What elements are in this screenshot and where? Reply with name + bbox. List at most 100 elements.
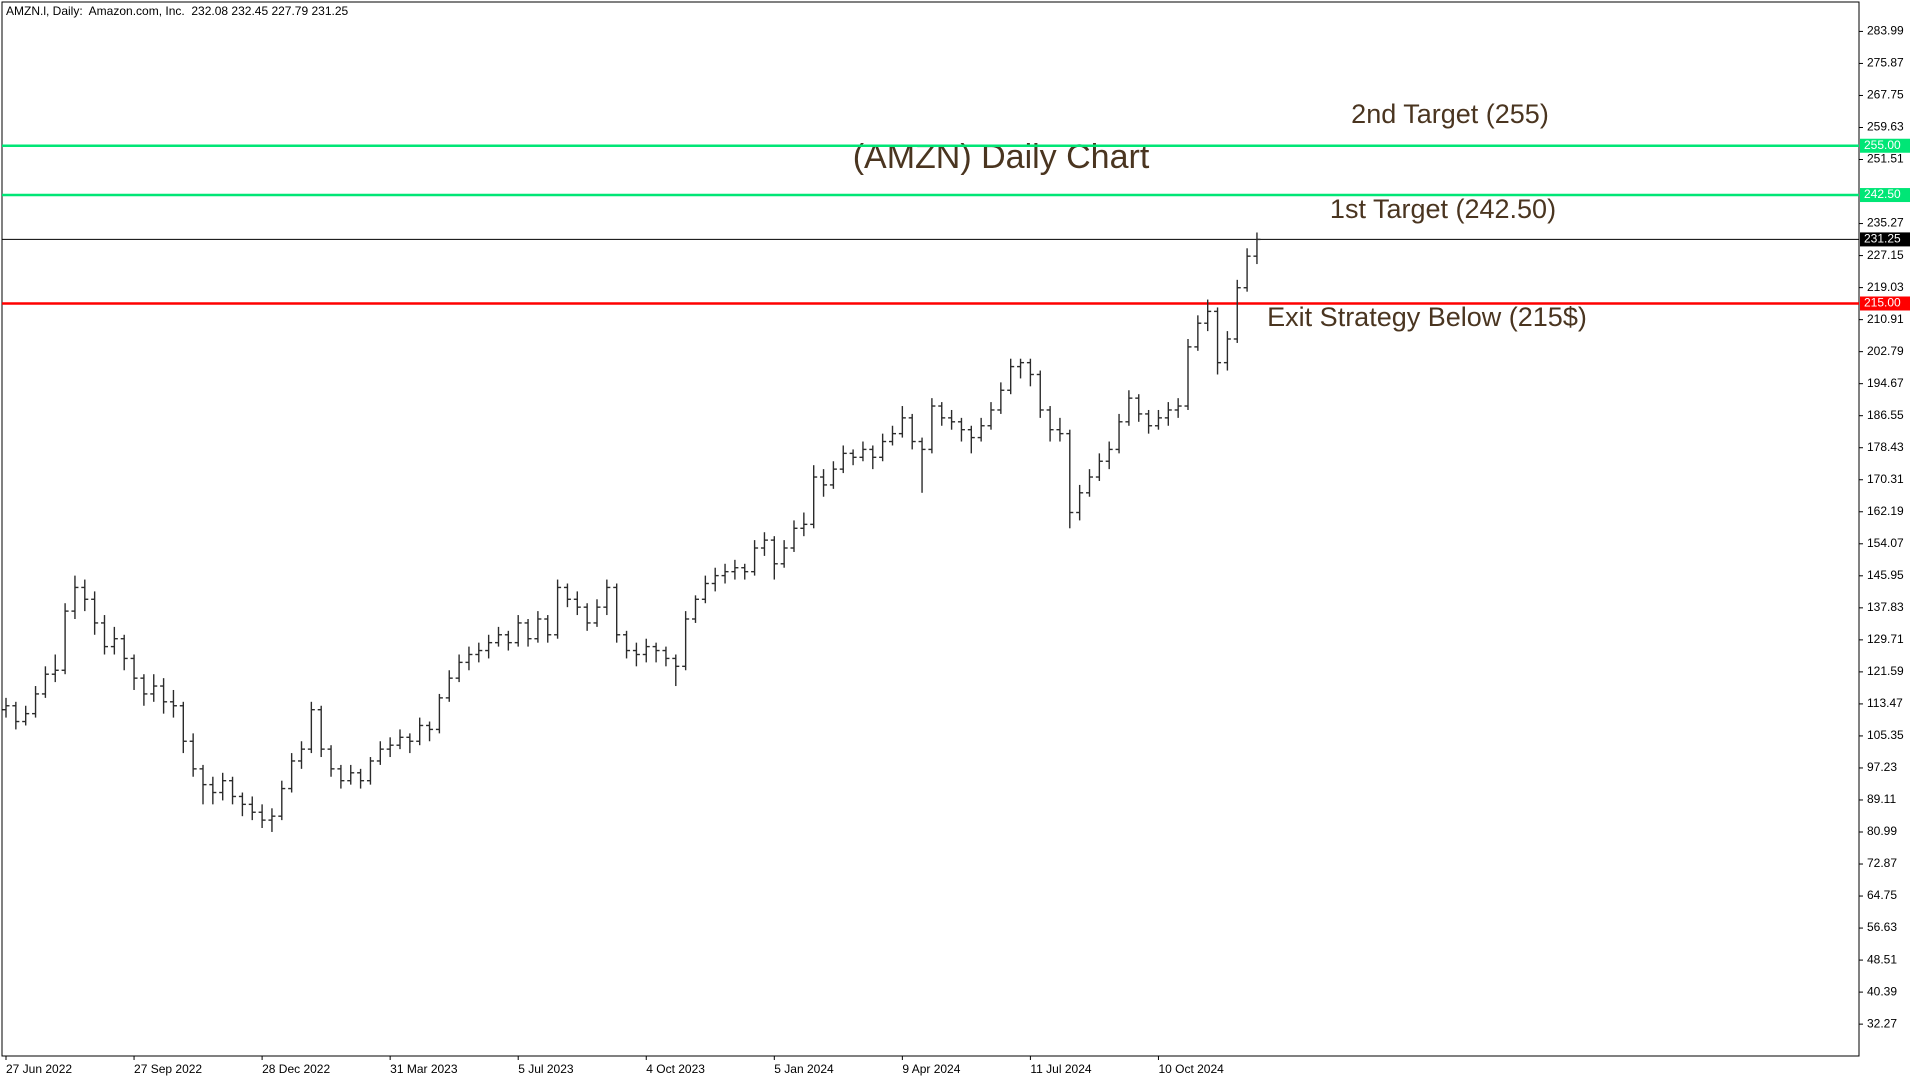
ohlc-bar	[849, 449, 857, 466]
x-tick-label: 31 Mar 2023	[390, 1062, 458, 1076]
y-tick-label: 121.59	[1867, 664, 1904, 678]
y-tick-label: 137.83	[1867, 600, 1904, 614]
y-tick-label: 113.47	[1867, 696, 1903, 710]
ohlc-bar	[1026, 358, 1034, 387]
ohlc-bar	[859, 441, 867, 462]
y-tick-label: 202.79	[1867, 344, 1904, 358]
y-tick-label: 170.31	[1867, 472, 1904, 486]
ohlc-bar	[790, 520, 798, 552]
ohlc-bar	[731, 559, 739, 580]
ohlc-bar	[199, 764, 207, 805]
ohlc-bar	[366, 757, 374, 785]
y-tick-label: 186.55	[1867, 408, 1904, 422]
ohlc-bar	[563, 583, 571, 608]
ohlc-bar	[967, 425, 975, 454]
ohlc-bar	[1194, 315, 1202, 351]
ohlc-bar	[1164, 402, 1172, 426]
y-tick-label: 267.75	[1867, 88, 1904, 102]
ohlc-bar	[918, 437, 926, 493]
ohlc-bar	[445, 670, 453, 702]
ohlc-bar	[692, 595, 699, 623]
ohlc-bar	[1253, 232, 1261, 265]
ohlc-bar	[1056, 417, 1064, 442]
ohlc-bar	[1135, 394, 1143, 422]
ohlc-bar	[760, 532, 768, 556]
annotation: 1st Target (242.50)	[1330, 194, 1556, 224]
ohlc-bar	[839, 445, 847, 474]
ohlc-bar	[357, 768, 365, 789]
ohlc-bar	[741, 563, 749, 580]
ohlc-bar	[682, 611, 690, 671]
x-tick-label: 27 Sep 2022	[134, 1062, 202, 1076]
x-tick-label: 5 Jan 2024	[774, 1062, 834, 1076]
ohlc-bar	[504, 630, 512, 651]
ohlc-bar	[889, 425, 896, 446]
x-tick-label: 10 Oct 2024	[1158, 1062, 1224, 1076]
ohlc-bar	[1046, 406, 1054, 442]
ohlc-bar	[1174, 398, 1182, 418]
ohlc-bar	[534, 611, 542, 643]
ohlc-bar	[396, 729, 404, 750]
ohlc-bar	[1214, 307, 1222, 375]
y-tick-label: 145.95	[1867, 568, 1904, 582]
ohlc-bar	[652, 642, 660, 663]
ohlc-bar	[1204, 299, 1212, 332]
y-tick-label: 235.27	[1867, 216, 1904, 230]
ohlc-bar	[1066, 429, 1074, 529]
y-tick-label: 97.23	[1867, 760, 1897, 774]
ohlc-bar	[573, 591, 581, 616]
ohlc-bar	[1125, 390, 1133, 426]
level-tag	[1860, 232, 1910, 247]
ohlc-bar	[179, 701, 187, 754]
y-tick-label: 80.99	[1867, 824, 1897, 838]
annotation: 2nd Target (255)	[1351, 99, 1549, 129]
ohlc-bar	[2, 697, 10, 718]
ohlc-bar	[1145, 409, 1153, 434]
x-tick-label: 27 Jun 2022	[6, 1062, 72, 1076]
y-tick-label: 32.27	[1867, 1016, 1897, 1030]
ohlc-bar	[91, 591, 99, 635]
y-tick-label: 227.15	[1867, 248, 1904, 262]
y-tick-label: 194.67	[1867, 376, 1904, 390]
level-label: 255.00	[1864, 138, 1901, 152]
ohlc-bar	[800, 512, 808, 537]
ohlc-bar	[258, 804, 266, 829]
level-label: 242.50	[1864, 187, 1901, 201]
ohlc-bar	[1223, 331, 1231, 371]
ohlc-bar	[1095, 453, 1103, 481]
y-tick-label: 154.07	[1867, 536, 1904, 550]
ohlc-bar	[1154, 409, 1162, 430]
ohlc-bar	[554, 579, 562, 639]
y-tick-label: 275.87	[1867, 56, 1904, 70]
ohlc-bar	[1184, 338, 1192, 410]
ohlc-bar	[820, 469, 828, 497]
ohlc-bar	[51, 654, 59, 683]
ohlc-bar	[1036, 370, 1044, 418]
ohlc-bar	[869, 445, 877, 470]
ohlc-bar	[435, 693, 443, 734]
y-tick-label: 72.87	[1867, 856, 1897, 870]
ohlc-bar	[327, 745, 335, 777]
y-tick-label: 48.51	[1867, 952, 1897, 966]
y-tick-label: 283.99	[1867, 24, 1904, 38]
level-label: 231.25	[1864, 232, 1901, 246]
ohlc-bar	[150, 674, 158, 702]
ohlc-bar	[475, 642, 483, 663]
ohlc-bar	[347, 764, 355, 785]
y-tick-label: 40.39	[1867, 984, 1897, 998]
ohlc-bar	[22, 705, 30, 726]
ohlc-bar	[71, 575, 79, 619]
ohlc-bar	[613, 583, 621, 643]
ohlc-bar	[219, 772, 227, 801]
ohlc-bar	[1017, 358, 1025, 379]
ohlc-bar	[583, 603, 591, 631]
ohlc-bar	[544, 615, 552, 643]
level-tag	[1860, 138, 1910, 153]
y-tick-label: 64.75	[1867, 888, 1897, 902]
ohlc-bar	[120, 634, 128, 671]
ohlc-bar	[268, 808, 276, 832]
ohlc-bar	[997, 382, 1005, 414]
ohlc-bar	[229, 776, 237, 805]
ohlc-bar	[672, 654, 680, 687]
y-tick-label: 129.71	[1867, 632, 1904, 646]
